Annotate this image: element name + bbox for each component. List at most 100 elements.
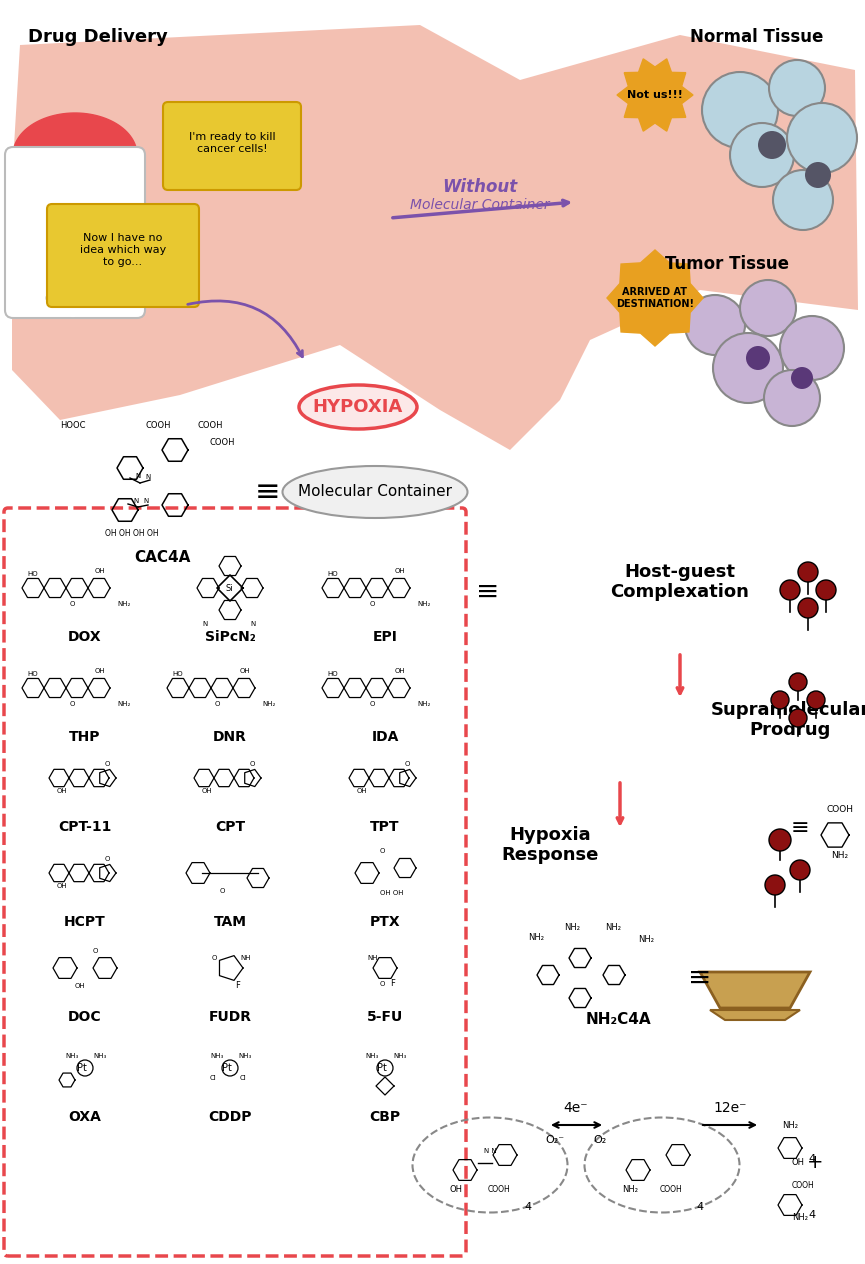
Text: ≡: ≡: [791, 818, 810, 838]
Text: Supramolecular
Prodrug: Supramolecular Prodrug: [710, 700, 865, 739]
Circle shape: [740, 281, 796, 336]
Text: HO: HO: [27, 671, 37, 678]
Text: O: O: [370, 702, 375, 707]
Text: THP: THP: [69, 731, 100, 744]
Text: 5-FU: 5-FU: [367, 1010, 403, 1024]
Text: CDDP: CDDP: [208, 1110, 252, 1124]
Text: 4: 4: [696, 1202, 703, 1212]
Text: Cl: Cl: [210, 1074, 217, 1081]
Text: O: O: [70, 600, 75, 607]
Polygon shape: [617, 59, 693, 131]
Text: HYPOXIA: HYPOXIA: [313, 398, 403, 416]
Text: Drug Delivery: Drug Delivery: [28, 28, 168, 46]
Text: NH₂: NH₂: [564, 923, 580, 932]
Circle shape: [798, 562, 818, 581]
Circle shape: [816, 580, 836, 600]
Circle shape: [780, 580, 800, 600]
Text: OH OH OH OH: OH OH OH OH: [105, 530, 158, 538]
Circle shape: [730, 123, 794, 187]
Text: COOH: COOH: [145, 421, 170, 430]
Text: NH₃: NH₃: [93, 1053, 106, 1059]
Circle shape: [789, 709, 807, 727]
Text: O: O: [105, 761, 111, 767]
Text: NH₂: NH₂: [638, 935, 654, 944]
Text: COOH: COOH: [660, 1186, 682, 1194]
Text: ≡: ≡: [255, 478, 281, 507]
Text: Pt: Pt: [77, 1063, 87, 1073]
FancyBboxPatch shape: [163, 102, 301, 190]
Polygon shape: [13, 112, 137, 155]
Text: I'm ready to kill
cancer cells!: I'm ready to kill cancer cells!: [189, 133, 275, 154]
Text: ≡: ≡: [477, 578, 500, 605]
FancyBboxPatch shape: [5, 147, 145, 319]
Text: NH₃: NH₃: [238, 1053, 251, 1059]
Text: Host-guest
Complexation: Host-guest Complexation: [611, 562, 749, 602]
Circle shape: [59, 265, 65, 270]
Polygon shape: [710, 1010, 800, 1020]
Ellipse shape: [299, 386, 417, 428]
Text: 4e⁻: 4e⁻: [564, 1101, 588, 1115]
Text: N: N: [250, 621, 255, 627]
Text: NH₂: NH₂: [792, 1213, 808, 1222]
Circle shape: [765, 875, 785, 895]
Text: HO: HO: [327, 671, 337, 678]
Text: Normal Tissue: Normal Tissue: [690, 28, 823, 46]
Text: HCPT: HCPT: [64, 915, 106, 929]
Text: DOC: DOC: [68, 1010, 102, 1024]
Text: NH₂: NH₂: [117, 600, 131, 607]
Text: NH₂C4A: NH₂C4A: [586, 1012, 650, 1028]
Text: OH OH: OH OH: [380, 890, 403, 896]
Text: F: F: [235, 981, 240, 990]
Circle shape: [787, 102, 857, 173]
Text: NH₃: NH₃: [65, 1053, 78, 1059]
Text: O: O: [93, 948, 99, 954]
Text: NH₂: NH₂: [262, 702, 275, 707]
Text: OH: OH: [357, 787, 368, 794]
Text: CPT-11: CPT-11: [58, 820, 112, 834]
Text: O: O: [370, 600, 375, 607]
FancyBboxPatch shape: [47, 204, 199, 307]
Text: COOH: COOH: [792, 1181, 815, 1189]
Text: O: O: [250, 761, 255, 767]
Text: Cl: Cl: [240, 1074, 247, 1081]
Text: HOOC: HOOC: [60, 421, 86, 430]
Text: Tumor Tissue: Tumor Tissue: [665, 255, 789, 273]
Text: O: O: [105, 856, 111, 862]
Circle shape: [807, 691, 825, 709]
Text: PTX: PTX: [369, 915, 400, 929]
Text: O: O: [70, 702, 75, 707]
Text: NH₂: NH₂: [117, 702, 131, 707]
Circle shape: [771, 691, 789, 709]
Circle shape: [769, 829, 791, 851]
Text: NH: NH: [240, 956, 251, 961]
Text: Molecular Container: Molecular Container: [410, 198, 550, 212]
Text: CAC4A: CAC4A: [134, 551, 190, 565]
Text: SiPcN₂: SiPcN₂: [205, 629, 255, 643]
Circle shape: [702, 72, 778, 148]
Text: 4: 4: [808, 1154, 815, 1164]
Text: O: O: [380, 981, 386, 987]
Text: TAM: TAM: [214, 915, 247, 929]
Text: HO: HO: [172, 671, 183, 678]
Text: FUDR: FUDR: [208, 1010, 252, 1024]
Polygon shape: [700, 972, 810, 1007]
Text: HO: HO: [327, 571, 337, 576]
Text: OH: OH: [450, 1186, 463, 1194]
Text: ≡: ≡: [689, 964, 712, 992]
Text: N: N: [135, 473, 140, 479]
Text: OH: OH: [57, 884, 67, 889]
Text: NH₂: NH₂: [417, 600, 431, 607]
Text: N: N: [145, 474, 151, 480]
Text: Pt: Pt: [377, 1063, 387, 1073]
Text: 4: 4: [808, 1210, 815, 1220]
Text: OH: OH: [75, 983, 86, 988]
Text: N: N: [133, 498, 138, 504]
Circle shape: [790, 860, 810, 880]
Text: COOH: COOH: [198, 421, 223, 430]
Text: NH: NH: [367, 956, 377, 961]
Circle shape: [780, 316, 844, 380]
Text: OH: OH: [95, 568, 106, 574]
Text: NH₃: NH₃: [393, 1053, 407, 1059]
Polygon shape: [12, 25, 858, 450]
Text: OH: OH: [792, 1158, 805, 1167]
